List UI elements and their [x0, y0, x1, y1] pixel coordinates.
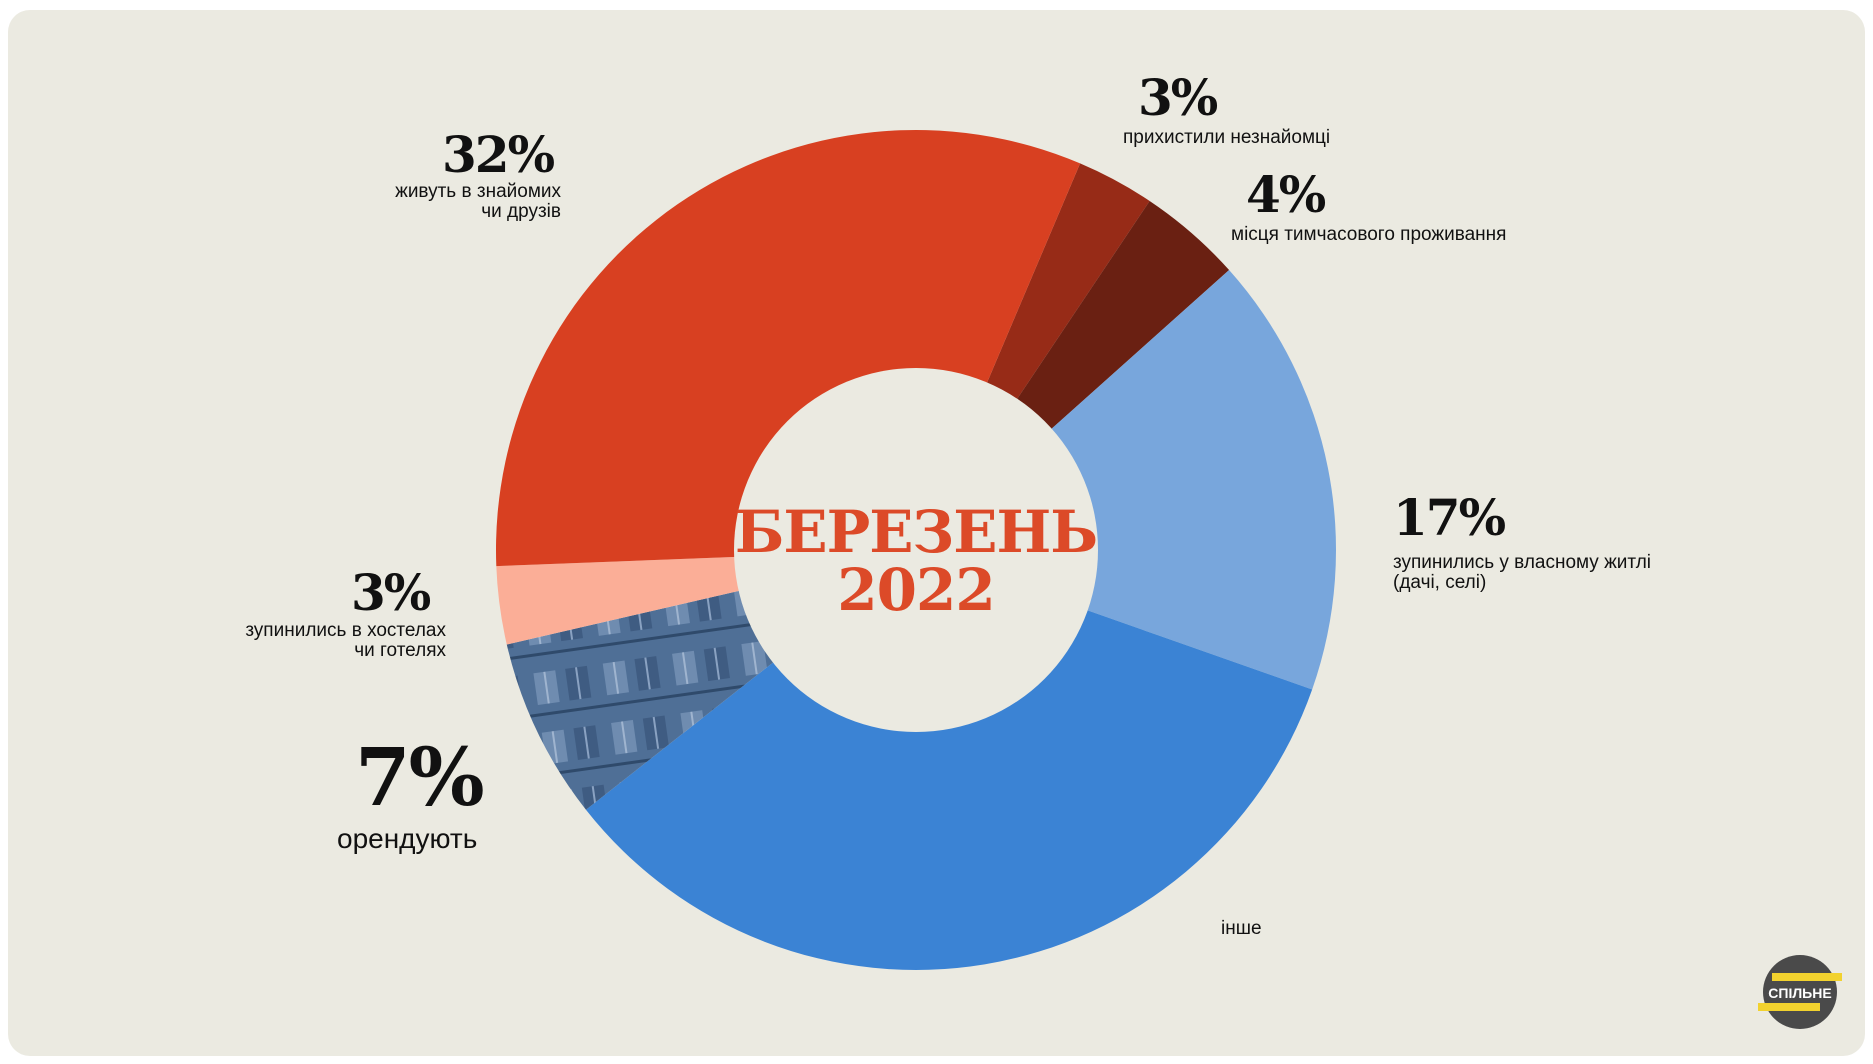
text-label-own-home-1: зупинились у власному житлі: [1393, 552, 1651, 573]
pct-label-own-home: 17%: [1393, 488, 1506, 547]
pct-label-rent: 7%: [355, 730, 484, 824]
donut-slice-0: [986, 163, 1150, 401]
center-title-year: 2022: [837, 556, 994, 624]
text-label-hostels-2: чи готелях: [354, 640, 446, 661]
pct-label-strangers: 3%: [1138, 68, 1218, 127]
donut-slice-6: [495, 129, 1081, 567]
spilne-logo: СПІЛЬНЕ: [1758, 955, 1842, 1029]
center-title-month: БЕРЕЗЕНЬ: [735, 498, 1097, 566]
text-label-friends-1: живуть в знайомих: [395, 181, 561, 202]
text-label-temporary: місця тимчасового проживання: [1231, 224, 1506, 245]
slices-group: [495, 129, 1336, 970]
pct-label-temporary: 4%: [1246, 165, 1326, 224]
text-label-own-home-2: (дачі, селі): [1393, 572, 1486, 593]
donut-slice-4: [506, 590, 775, 810]
pct-label-hostels: 3%: [351, 563, 431, 622]
logo-text: СПІЛЬНЕ: [1768, 985, 1831, 1001]
donut-slice-5: [496, 556, 741, 645]
logo-accent-bottom: [1758, 1003, 1820, 1011]
donut-slice-2: [1050, 270, 1336, 690]
chart-frame: БЕРЕЗЕНЬ 2022 3% прихистили незнайомці 4…: [8, 10, 1865, 1056]
text-label-strangers: прихистили незнайомці: [1123, 127, 1330, 148]
donut-slice-1: [1016, 200, 1230, 431]
text-label-friends-2: чи друзів: [481, 201, 561, 222]
text-label-other: інше: [1221, 918, 1262, 939]
pct-label-friends: 32%: [442, 125, 555, 184]
donut-chart: БЕРЕЗЕНЬ 2022 3% прихистили незнайомці 4…: [245, 68, 1842, 1029]
text-label-rent: орендують: [337, 823, 477, 854]
donut-hole: [734, 368, 1098, 732]
text-label-hostels-1: зупинились в хостелах: [245, 620, 446, 641]
donut-slice-3: [585, 609, 1313, 970]
logo-accent-top: [1772, 973, 1842, 981]
